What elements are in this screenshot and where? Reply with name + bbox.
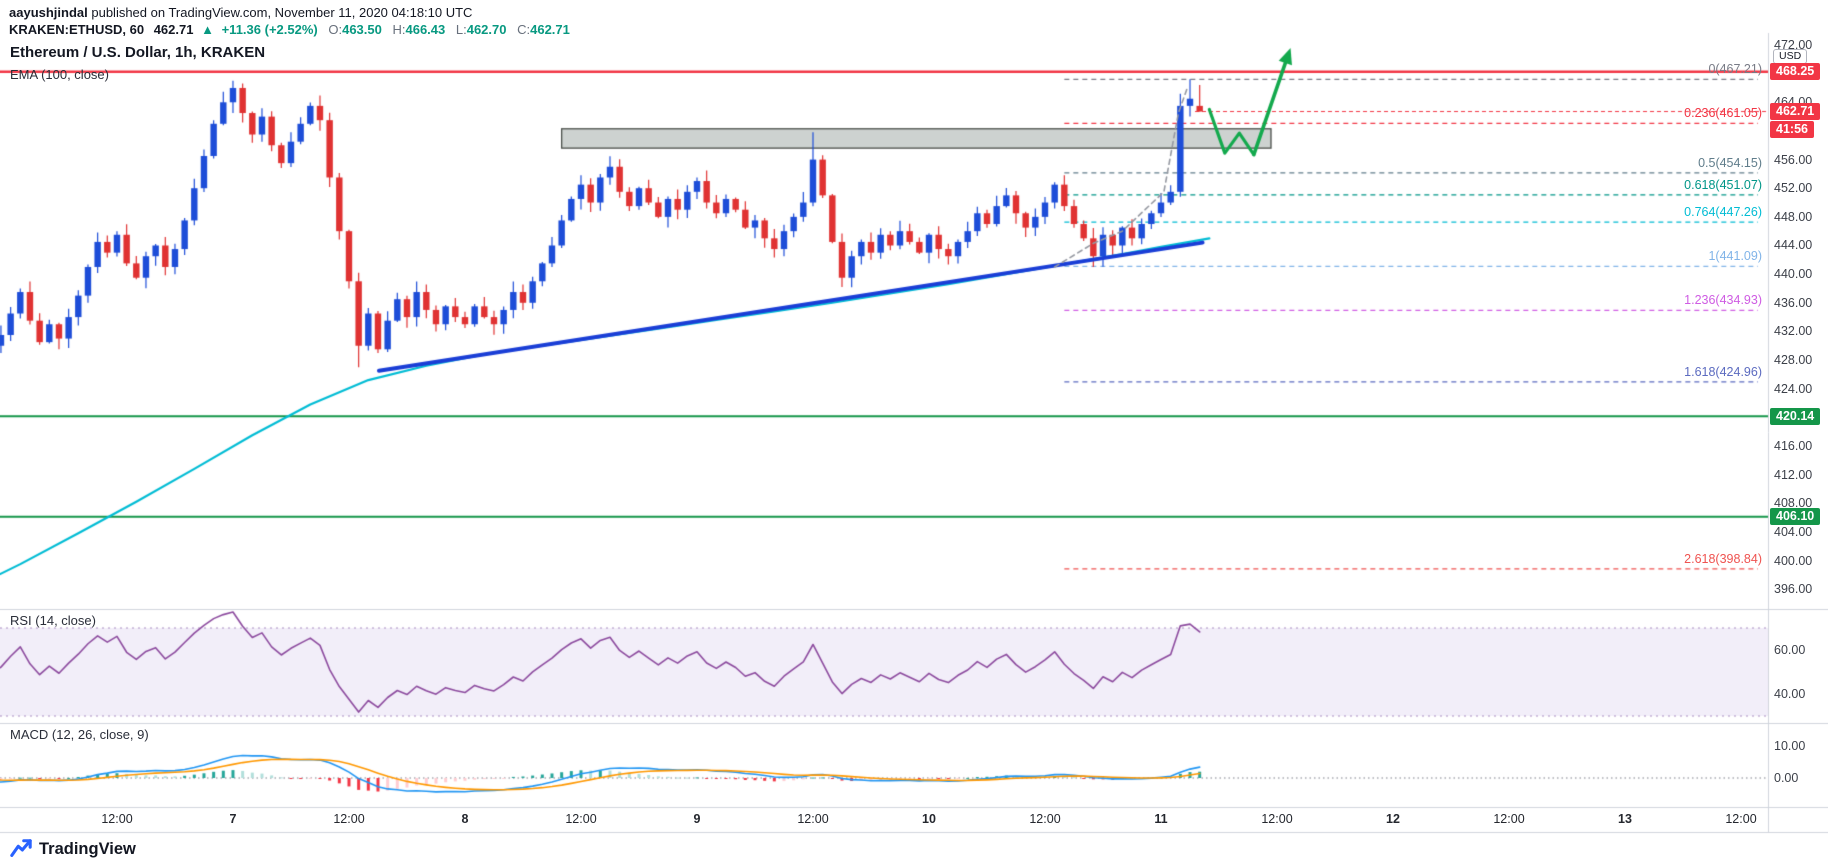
time-axis[interactable] <box>0 807 1768 833</box>
change-arrow-icon: ▲ <box>201 22 214 37</box>
price-axis[interactable] <box>1768 33 1828 807</box>
open-label: O: <box>328 22 343 37</box>
close-label: C: <box>517 22 531 37</box>
tradingview-logo-icon <box>10 839 32 857</box>
open-value: 463.50 <box>342 22 382 37</box>
author-name: aayushjindal <box>9 5 88 20</box>
publish-meta: published on TradingView.com, November 1… <box>87 5 473 20</box>
tradingview-logo[interactable]: TradingView <box>10 838 136 860</box>
currency-chip: USD <box>1773 49 1808 64</box>
price-change: +11.36 (+2.52%) <box>221 22 318 37</box>
last-price: 462.71 <box>153 22 194 37</box>
high-value: 466.43 <box>405 22 446 37</box>
symbol-ohlc-bar: KRAKEN:ETHUSD, 60 462.71 ▲ +11.36 (+2.52… <box>9 22 570 37</box>
close-value: 462.71 <box>530 22 570 37</box>
publish-info: aayushjindal published on TradingView.co… <box>9 5 472 20</box>
ema-legend[interactable]: EMA (100, close) <box>10 67 109 82</box>
tradingview-logo-text: TradingView <box>39 839 136 858</box>
high-label: H: <box>392 22 406 37</box>
rsi-legend[interactable]: RSI (14, close) <box>10 613 96 628</box>
macd-legend[interactable]: MACD (12, 26, close, 9) <box>10 727 149 742</box>
symbol-interval: KRAKEN:ETHUSD, 60 <box>9 22 145 37</box>
low-label: L: <box>455 22 467 37</box>
chart-title-legend[interactable]: Ethereum / U.S. Dollar, 1h, KRAKEN <box>10 44 266 61</box>
low-value: 462.70 <box>466 22 507 37</box>
